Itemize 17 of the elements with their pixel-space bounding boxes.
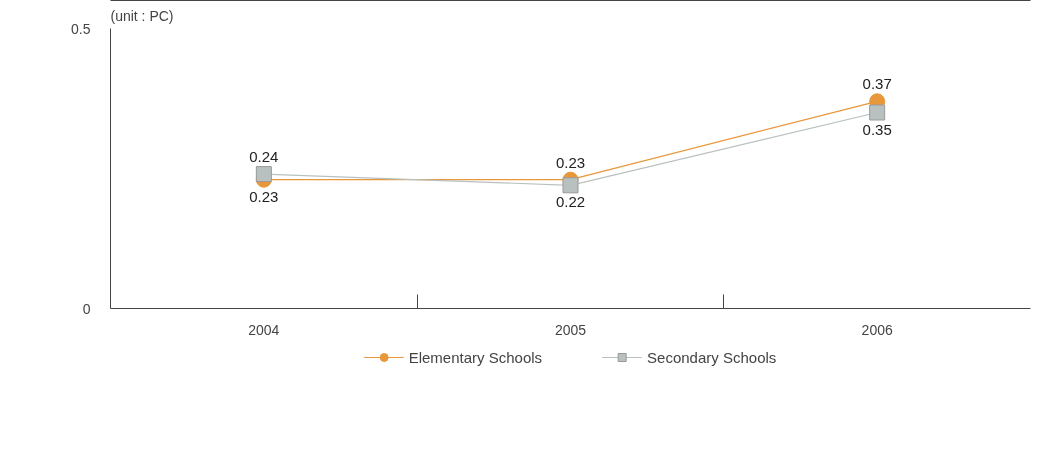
x-tick-label: 2005	[554, 321, 587, 338]
point	[562, 177, 579, 194]
y-tick-label: 0	[82, 300, 91, 317]
legend-label: Elementary Schools	[408, 348, 543, 366]
legend-label: Secondary Schools	[647, 348, 777, 366]
data-label: 0.23	[555, 153, 586, 171]
data-label: 0.24	[249, 148, 279, 166]
y-tick-label: 0.5	[71, 20, 91, 37]
x-tick-label: 2006	[861, 321, 893, 338]
data-label: 0.35	[862, 120, 892, 138]
y-axis-title: (unit : PC)	[110, 7, 174, 24]
data-label: 0.22	[555, 193, 586, 211]
x-tick-label: 2004	[248, 321, 280, 338]
point	[869, 104, 886, 121]
data-label: 0.23	[249, 187, 279, 205]
data-label: 0.37	[862, 75, 892, 93]
point	[255, 166, 272, 183]
